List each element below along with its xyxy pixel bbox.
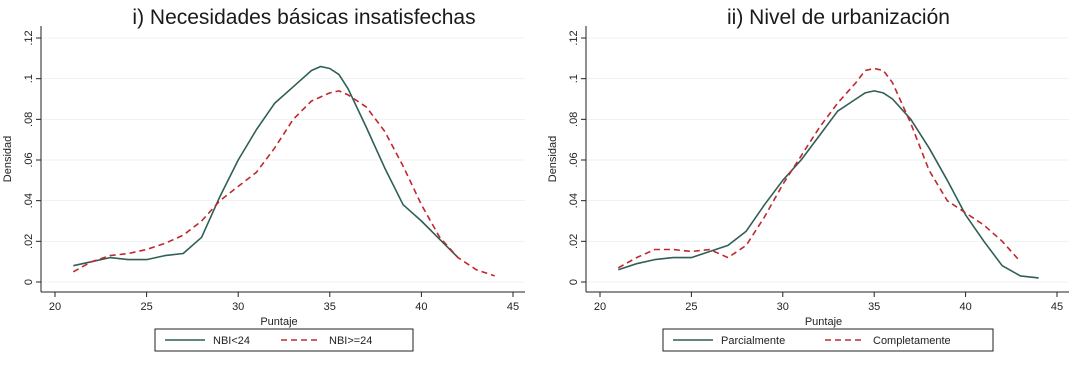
chart-title: ii) Nivel de urbanización <box>727 6 950 29</box>
y-tick-label: .1 <box>568 74 580 83</box>
series-line-1 <box>73 65 459 267</box>
x-tick-label: 20 <box>49 301 61 313</box>
x-axis-label: Puntaje <box>805 316 842 328</box>
y-tick-label: .08 <box>23 112 35 127</box>
series-line-1 <box>618 90 1039 279</box>
x-tick-label: 30 <box>777 301 789 313</box>
y-tick-label: .1 <box>23 74 35 83</box>
legend-label: Parcialmente <box>721 335 785 347</box>
y-tick-label: 0 <box>568 279 580 285</box>
y-axis-label: Densidad <box>547 136 559 182</box>
y-tick-label: .02 <box>23 234 35 249</box>
y-tick-label: .06 <box>23 152 35 167</box>
y-tick-label: .04 <box>568 193 580 208</box>
x-tick-label: 45 <box>1051 301 1063 313</box>
y-tick-label: .02 <box>568 234 580 249</box>
x-tick-label: 35 <box>324 301 336 313</box>
series-line-2 <box>72 90 495 277</box>
x-tick-label: 45 <box>507 301 519 313</box>
y-tick-label: .04 <box>23 193 35 208</box>
x-tick-label: 40 <box>959 301 971 313</box>
y-tick-label: 0 <box>23 279 35 285</box>
chart-panel-2: ii) Nivel de urbanización 0 .02 .04 .06 .08 .1… <box>547 6 1069 352</box>
legend-label: NBI>=24 <box>329 335 372 347</box>
series-line-2 <box>617 67 1021 269</box>
chart-panel-1: i) Necesidades básicas insatisfechas 0 .02… <box>2 6 525 352</box>
y-tick-label: .06 <box>568 152 580 167</box>
chart-title: i) Necesidades básicas insatisfechas <box>132 6 475 29</box>
x-tick-label: 25 <box>140 301 152 313</box>
x-tick-label: 40 <box>415 301 427 313</box>
y-axis-label: Densidad <box>2 136 14 182</box>
legend-label: Completamente <box>873 335 951 347</box>
x-tick-label: 30 <box>232 301 244 313</box>
x-tick-label: 25 <box>685 301 697 313</box>
x-axis-label: Puntaje <box>260 316 297 328</box>
x-tick-label: 20 <box>594 301 606 313</box>
y-tick-label: .12 <box>23 30 35 45</box>
legend-label: NBI<24 <box>213 335 250 347</box>
x-tick-label: 35 <box>868 301 880 313</box>
y-tick-label: .08 <box>568 112 580 127</box>
y-tick-label: .12 <box>568 30 580 45</box>
